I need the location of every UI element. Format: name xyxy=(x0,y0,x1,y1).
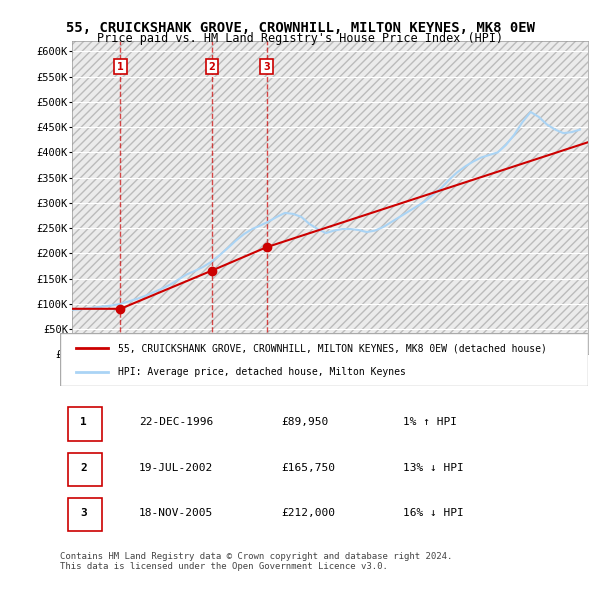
Text: 2: 2 xyxy=(209,61,215,71)
Text: 13% ↓ HPI: 13% ↓ HPI xyxy=(403,463,464,473)
Text: £89,950: £89,950 xyxy=(282,418,329,428)
FancyBboxPatch shape xyxy=(68,453,102,486)
Text: £212,000: £212,000 xyxy=(282,508,336,518)
Text: Price paid vs. HM Land Registry's House Price Index (HPI): Price paid vs. HM Land Registry's House … xyxy=(97,32,503,45)
FancyBboxPatch shape xyxy=(60,333,588,386)
Text: 1% ↑ HPI: 1% ↑ HPI xyxy=(403,418,457,428)
Text: HPI: Average price, detached house, Milton Keynes: HPI: Average price, detached house, Milt… xyxy=(118,366,406,376)
Text: 1: 1 xyxy=(117,61,124,71)
FancyBboxPatch shape xyxy=(68,408,102,441)
Text: 1: 1 xyxy=(80,418,87,428)
FancyBboxPatch shape xyxy=(68,498,102,531)
Text: 19-JUL-2002: 19-JUL-2002 xyxy=(139,463,214,473)
Text: 2: 2 xyxy=(80,463,87,473)
Text: 55, CRUICKSHANK GROVE, CROWNHILL, MILTON KEYNES, MK8 0EW: 55, CRUICKSHANK GROVE, CROWNHILL, MILTON… xyxy=(65,21,535,35)
Text: 3: 3 xyxy=(263,61,270,71)
Text: £165,750: £165,750 xyxy=(282,463,336,473)
Text: 3: 3 xyxy=(80,508,87,518)
Text: 16% ↓ HPI: 16% ↓ HPI xyxy=(403,508,464,518)
Text: 55, CRUICKSHANK GROVE, CROWNHILL, MILTON KEYNES, MK8 0EW (detached house): 55, CRUICKSHANK GROVE, CROWNHILL, MILTON… xyxy=(118,343,547,353)
Text: 22-DEC-1996: 22-DEC-1996 xyxy=(139,418,214,428)
Text: Contains HM Land Registry data © Crown copyright and database right 2024.
This d: Contains HM Land Registry data © Crown c… xyxy=(60,552,452,571)
Text: 18-NOV-2005: 18-NOV-2005 xyxy=(139,508,214,518)
